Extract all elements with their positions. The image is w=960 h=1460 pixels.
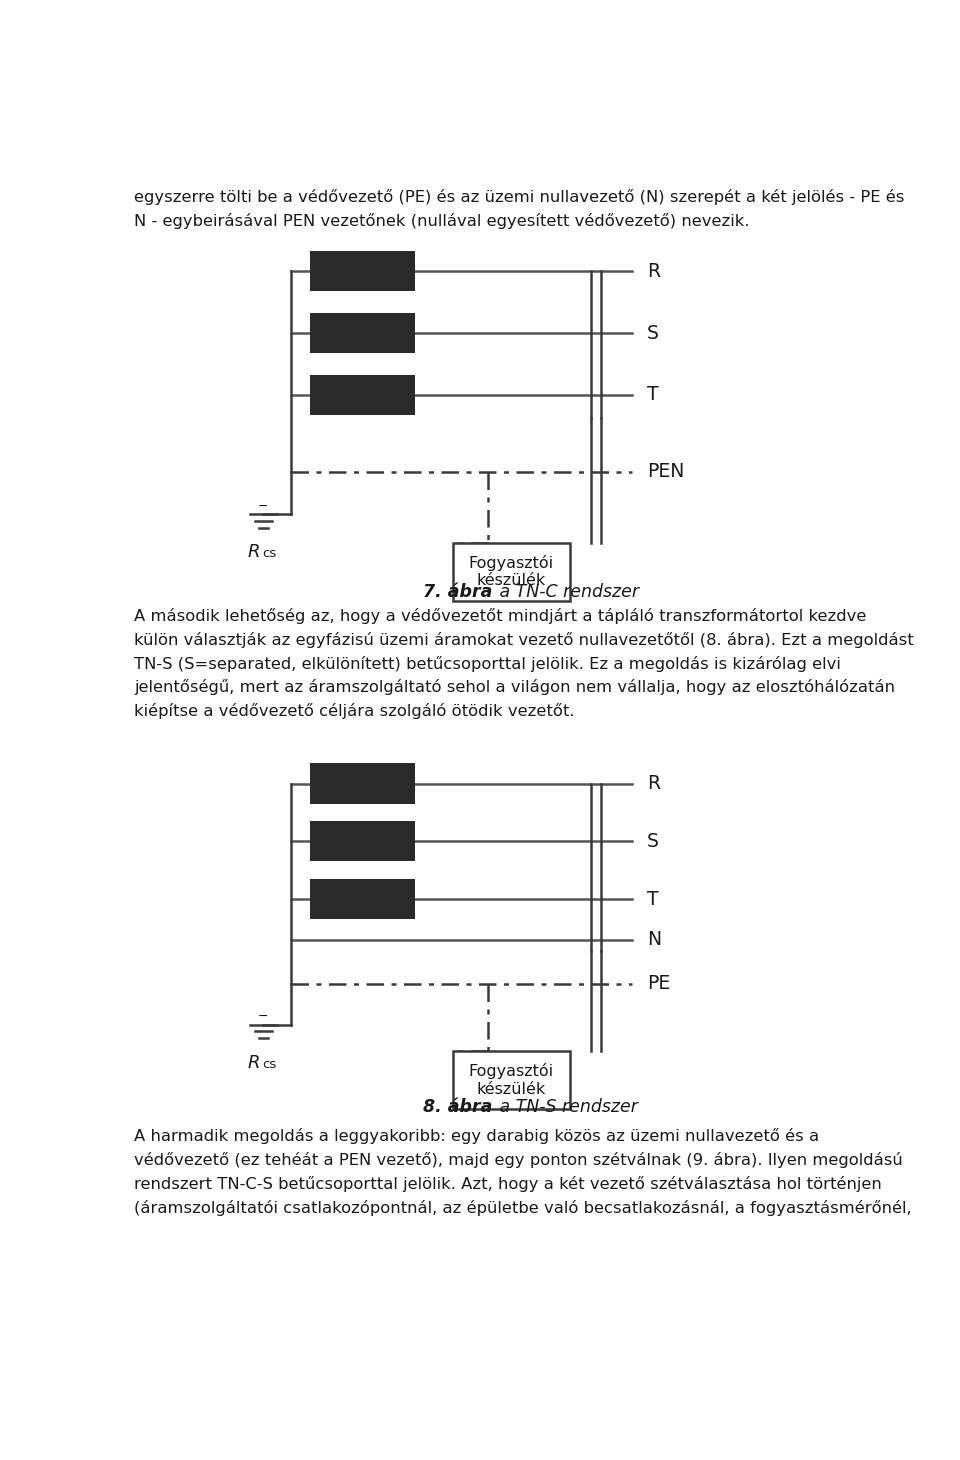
Text: $R$: $R$: [248, 1054, 260, 1072]
Text: −: −: [258, 499, 269, 512]
Text: készülék: készülék: [477, 574, 546, 588]
Text: R: R: [647, 774, 660, 793]
Bar: [453, 543, 569, 600]
Text: −: −: [258, 1010, 269, 1023]
Text: S: S: [647, 832, 659, 851]
Text: a TN-S rendszer: a TN-S rendszer: [493, 1098, 637, 1115]
Text: egyszerre tölti be a védővezető (PE) és az üzemi nullavezető (N) szerepét a két : egyszerre tölti be a védővezető (PE) és …: [134, 188, 904, 229]
Bar: [310, 375, 415, 415]
Text: cs: cs: [262, 548, 276, 561]
Text: A harmadik megoldás a leggyakoribb: egy darabig közös az üzemi nullavezető és a
: A harmadik megoldás a leggyakoribb: egy …: [134, 1129, 912, 1216]
Text: készülék: készülék: [477, 1082, 546, 1096]
Text: 7. ábra: 7. ábra: [422, 584, 492, 602]
Text: PEN: PEN: [647, 463, 684, 482]
Text: 8. ábra: 8. ábra: [422, 1098, 492, 1115]
Bar: [310, 251, 415, 292]
Text: PE: PE: [647, 974, 670, 993]
Text: T: T: [647, 385, 659, 404]
Bar: [310, 764, 415, 803]
Text: $R$: $R$: [248, 543, 260, 561]
Text: A második lehetőség az, hogy a védővezetőt mindjárt a tápláló transzformátortol : A második lehetőség az, hogy a védővezet…: [134, 607, 914, 720]
Text: S: S: [647, 324, 659, 343]
Bar: [310, 879, 415, 918]
Bar: [453, 1051, 569, 1108]
Bar: [310, 312, 415, 353]
Text: R: R: [647, 261, 660, 280]
Bar: [310, 821, 415, 861]
Text: a TN-C rendszer: a TN-C rendszer: [493, 584, 638, 602]
Text: N: N: [647, 930, 661, 949]
Text: Fogyasztói: Fogyasztói: [468, 555, 554, 571]
Text: cs: cs: [262, 1057, 276, 1070]
Text: T: T: [647, 889, 659, 908]
Text: Fogyasztói: Fogyasztói: [468, 1063, 554, 1079]
